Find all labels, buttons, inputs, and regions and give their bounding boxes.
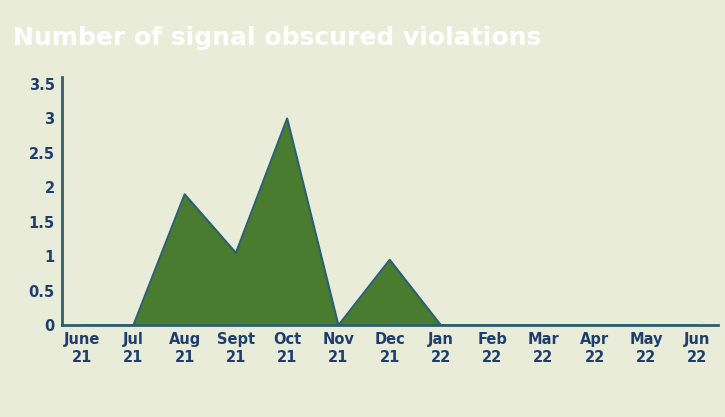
Text: Number of signal obscured violations: Number of signal obscured violations [13, 26, 542, 50]
